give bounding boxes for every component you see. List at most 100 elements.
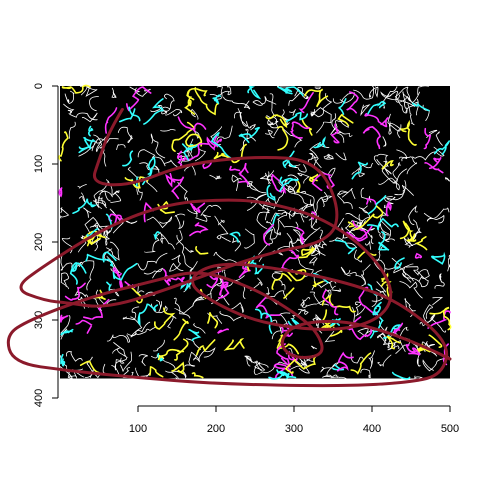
edge-stroke <box>309 242 326 256</box>
edge-stroke <box>93 180 109 202</box>
edge-stroke <box>360 368 371 378</box>
edge-stroke <box>238 126 260 144</box>
edge-stroke <box>320 362 340 376</box>
edge-stroke <box>213 151 225 160</box>
edge-stroke <box>287 355 313 372</box>
edge-stroke <box>210 131 233 160</box>
edge-stroke <box>399 220 415 242</box>
edge-stroke <box>190 108 199 120</box>
edge-stroke <box>430 251 446 265</box>
edge-stroke <box>401 156 418 175</box>
edge-stroke <box>266 184 276 201</box>
x-tick-label: 300 <box>285 423 303 435</box>
edge-stroke <box>354 225 373 240</box>
x-tick-label: 500 <box>441 423 459 435</box>
edge-stroke <box>206 135 223 151</box>
edge-stroke <box>78 141 96 157</box>
edge-stroke <box>281 109 292 121</box>
edge-stroke <box>349 272 366 287</box>
edge-stroke <box>271 312 291 340</box>
edge-stroke <box>149 366 164 378</box>
edge-stroke <box>153 231 161 240</box>
edge-stroke <box>163 93 175 112</box>
edge-stroke <box>75 319 93 334</box>
edge-stroke <box>59 314 69 323</box>
edge-stroke <box>58 207 70 219</box>
edge-stroke <box>150 105 167 114</box>
edge-stroke <box>193 347 216 362</box>
edge-stroke <box>64 282 86 301</box>
edge-stroke <box>93 134 103 153</box>
edge-stroke <box>298 246 315 259</box>
edge-stroke <box>153 339 165 352</box>
edge-stroke <box>69 261 87 285</box>
edge-stroke <box>434 207 450 219</box>
edge-stroke <box>392 161 408 181</box>
edge-stroke <box>433 140 451 155</box>
edge-stroke <box>171 371 179 380</box>
edge-stroke <box>342 188 356 199</box>
edge-stroke <box>378 165 390 185</box>
edge-stroke <box>167 315 177 329</box>
edge-stroke <box>368 350 375 369</box>
edge-stroke <box>344 220 369 237</box>
x-tick-label: 100 <box>129 423 147 435</box>
edge-stroke <box>217 328 229 334</box>
edge-stroke <box>424 161 444 174</box>
edge-stroke <box>102 251 117 263</box>
edge-stroke <box>106 281 112 293</box>
edge-stroke <box>425 313 447 333</box>
edge-stroke <box>269 363 294 380</box>
edge-stroke <box>393 322 404 335</box>
edge-stroke <box>112 266 123 290</box>
edge-stroke <box>146 216 173 229</box>
edge-stroke <box>216 223 231 242</box>
edge-stroke <box>60 252 73 271</box>
edge-stroke <box>447 254 451 272</box>
edge-stroke <box>367 217 399 231</box>
y-tick-label: 200 <box>33 233 45 251</box>
edge-stroke <box>335 152 347 161</box>
edge-stroke <box>128 106 141 122</box>
edge-stroke <box>83 207 92 218</box>
edge-stroke <box>387 113 402 132</box>
edge-stroke <box>399 281 423 299</box>
edge-stroke <box>337 190 353 209</box>
edge-stroke <box>366 198 377 205</box>
edge-stroke <box>120 351 133 372</box>
edge-stroke <box>216 125 233 144</box>
edge-stroke <box>287 174 299 191</box>
edge-stroke <box>253 361 288 375</box>
edge-stroke <box>246 121 256 131</box>
edge-stroke <box>193 323 206 334</box>
edge-stroke <box>185 133 203 147</box>
edge-stroke <box>276 343 291 368</box>
edge-stroke <box>373 245 386 274</box>
edge-stroke <box>388 177 400 191</box>
edge-stroke <box>276 369 297 380</box>
edge-stroke <box>112 262 138 281</box>
edge-stroke <box>330 123 340 144</box>
edge-stroke <box>296 180 301 193</box>
edge-stroke <box>122 150 134 167</box>
edge-stroke <box>165 109 183 117</box>
edge-stroke <box>119 108 136 123</box>
edge-stroke <box>353 205 384 231</box>
edge-stroke <box>300 297 311 308</box>
edge-stroke <box>414 375 423 380</box>
edge-stroke <box>406 233 417 242</box>
edge-stroke <box>194 87 219 116</box>
edge-stroke <box>283 287 295 299</box>
y-tick-label: 400 <box>33 389 45 407</box>
edge-stroke <box>429 306 452 331</box>
edge-stroke <box>186 338 201 350</box>
edge-stroke <box>330 327 343 337</box>
edge-stroke <box>402 270 429 288</box>
edge-stroke <box>354 249 363 263</box>
edge-stroke <box>264 213 280 234</box>
edge-stroke <box>391 371 411 380</box>
edge-stroke <box>61 237 73 254</box>
edge-stroke <box>314 86 321 90</box>
edge-stroke <box>402 266 419 282</box>
edge-stroke <box>143 98 164 125</box>
